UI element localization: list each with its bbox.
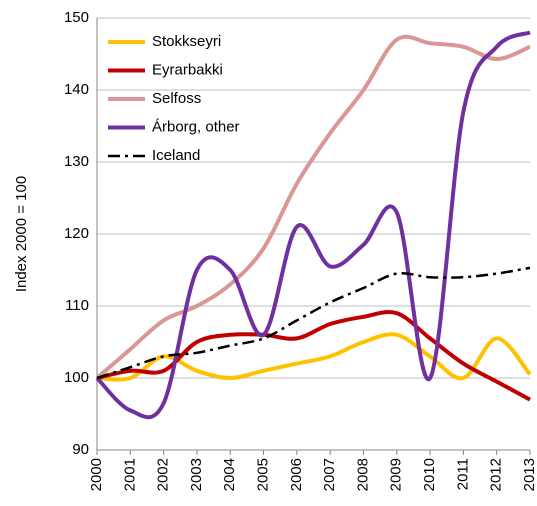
y-tick-label: 120 (64, 225, 89, 242)
x-tick-label: 2009 (388, 458, 405, 491)
x-tick-label: 2008 (354, 458, 371, 491)
x-tick-label: 2013 (521, 458, 537, 491)
x-tick-label: 2007 (321, 458, 338, 491)
series-line (96, 266, 531, 380)
x-tick-label: 2010 (421, 458, 438, 491)
x-tick-label: 2004 (221, 458, 238, 491)
x-tick-label: 2011 (454, 458, 471, 490)
x-tick-label: 2002 (155, 458, 172, 491)
x-tick-label: 2012 (488, 458, 505, 491)
y-tick-label: 100 (64, 369, 89, 386)
legend-label: Stokkseyri (152, 33, 221, 50)
legend-label: Selfoss (152, 90, 201, 107)
y-tick-label: 140 (64, 81, 89, 98)
x-tick-label: 2006 (288, 458, 305, 491)
x-tick-label: 2000 (88, 458, 105, 491)
series-line (95, 34, 531, 380)
y-tick-label: 150 (64, 9, 89, 26)
y-axis-label: Index 2000 = 100 (13, 176, 30, 292)
x-tick-label: 2003 (188, 458, 205, 491)
y-tick-label: 90 (72, 441, 89, 458)
x-tick-label: 2005 (255, 458, 272, 491)
x-tick-label: 2001 (121, 458, 138, 491)
legend-label: Iceland (152, 147, 200, 164)
legend-label: Árborg, other (152, 118, 240, 135)
y-tick-label: 110 (65, 297, 89, 314)
series-line (95, 30, 531, 420)
series-line (96, 309, 531, 402)
y-tick-label: 130 (64, 153, 89, 170)
legend-label: Eyrarbakki (152, 61, 223, 78)
series-line (96, 332, 532, 382)
